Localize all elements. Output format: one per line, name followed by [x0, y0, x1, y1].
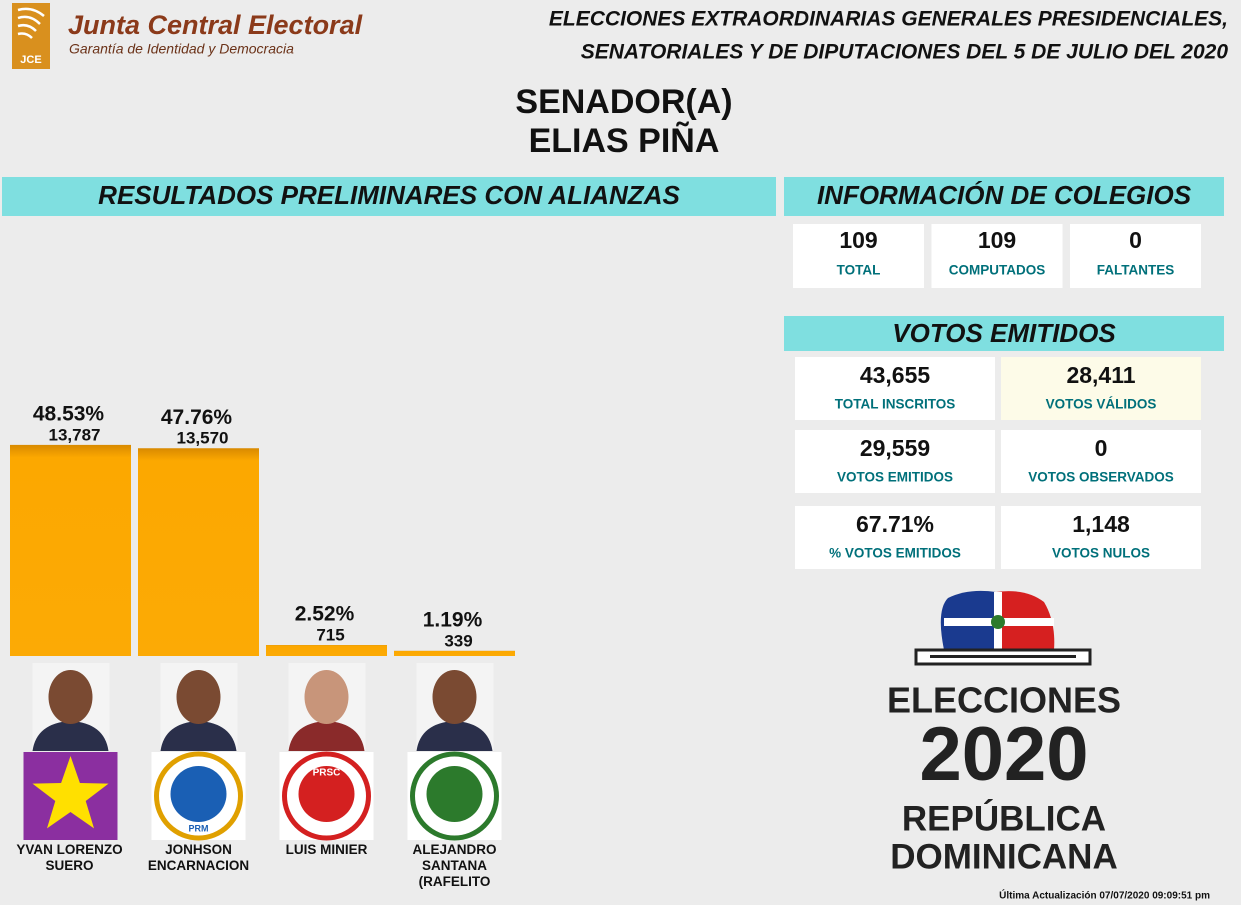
brand-year: 2020	[919, 712, 1088, 797]
info-value: 28,411	[1066, 362, 1135, 388]
info-label: % VOTOS EMITIDOS	[829, 546, 961, 561]
position: SENADOR(A)	[515, 83, 732, 121]
info-box	[1001, 430, 1201, 493]
info-label: TOTAL	[837, 263, 881, 278]
info-value: 0	[1095, 435, 1108, 461]
vote-label: 339	[444, 631, 472, 650]
event-title: ELECCIONES EXTRAORDINARIAS GENERALES PRE…	[549, 8, 1228, 31]
org-name: Junta Central Electoral	[68, 10, 363, 40]
info-box	[793, 224, 924, 288]
photo-body	[288, 721, 365, 751]
section-band	[784, 316, 1224, 351]
bar	[266, 645, 387, 656]
photo-head	[432, 670, 477, 724]
logo-core	[298, 766, 355, 822]
info-box	[1001, 357, 1201, 420]
candidate-photo	[32, 663, 110, 751]
info-box	[931, 224, 1063, 288]
logo-core	[170, 766, 227, 822]
brand-line: ELECCIONES	[887, 680, 1121, 721]
party-logo	[407, 751, 502, 841]
info-label: VOTOS OBSERVADOS	[1028, 470, 1174, 485]
info-value: 67.71%	[856, 511, 934, 537]
org-tagline: Garantía de Identidad y Democracia	[69, 41, 294, 57]
info-label: TOTAL INSCRITOS	[835, 397, 956, 412]
info-value: 1,148	[1072, 511, 1130, 537]
section-title: INFORMACIÓN DE COLEGIOS	[817, 180, 1192, 210]
logo-text: PRM	[189, 823, 209, 833]
info-label: VOTOS VÁLIDOS	[1046, 397, 1157, 412]
photo-body	[32, 721, 109, 751]
ballot-box-logo	[914, 590, 1092, 666]
vote-label: 715	[316, 626, 344, 645]
candidate-name: YVAN LORENZO SUERO	[16, 842, 123, 873]
candidate-name: LUIS MINIER	[285, 842, 368, 857]
bar	[138, 448, 259, 656]
logo-star	[32, 756, 109, 829]
province: ELIAS PIÑA	[529, 122, 720, 160]
percent-label: 47.76%	[161, 406, 233, 429]
info-label: FALTANTES	[1097, 263, 1175, 278]
bar	[394, 650, 515, 656]
logo-text: JCE	[20, 54, 41, 66]
info-box	[1070, 224, 1201, 288]
logo-core	[426, 766, 483, 822]
photo-body	[416, 721, 493, 751]
info-value: 0	[1129, 227, 1142, 253]
event-title: SENATORIALES Y DE DIPUTACIONES DEL 5 DE …	[581, 41, 1229, 64]
party-logo	[23, 752, 118, 840]
jce-logo: JCE	[12, 3, 50, 69]
candidate-photo	[288, 663, 366, 751]
info-label: VOTOS NULOS	[1052, 546, 1150, 561]
info-label: VOTOS EMITIDOS	[837, 470, 953, 485]
last-update: Última Actualización 07/07/2020 09:09:51…	[999, 889, 1210, 902]
photo-head	[48, 670, 93, 724]
info-label: COMPUTADOS	[949, 263, 1046, 278]
section-band	[784, 177, 1224, 216]
candidate-photo	[416, 663, 494, 751]
percent-label: 1.19%	[423, 608, 483, 631]
vote-label: 13,787	[49, 425, 101, 444]
percent-label: 2.52%	[295, 603, 355, 626]
info-value: 43,655	[860, 362, 931, 388]
info-value: 109	[839, 227, 877, 253]
photo-head	[304, 670, 349, 724]
info-value: 109	[978, 227, 1016, 253]
info-box	[795, 430, 995, 493]
info-box	[795, 506, 995, 569]
candidate-name: ALEJANDRO SANTANA (RAFELITO	[412, 842, 497, 889]
bar	[10, 444, 131, 656]
photo-body	[160, 721, 237, 751]
vote-label: 13,570	[177, 429, 229, 448]
info-box	[1001, 506, 1201, 569]
percent-label: 48.53%	[33, 402, 105, 425]
section-title: VOTOS EMITIDOS	[892, 318, 1116, 348]
chart-title: RESULTADOS PRELIMINARES CON ALIANZAS	[98, 180, 680, 210]
brand-line: REPÚBLICA	[902, 798, 1106, 838]
info-box	[795, 357, 995, 420]
info-value: 29,559	[860, 435, 930, 461]
candidate-name: JONHSON ENCARNACION	[147, 842, 250, 873]
photo-head	[176, 670, 221, 724]
section-band	[2, 177, 776, 216]
party-logo: PRM	[151, 751, 246, 841]
party-logo: PRSC	[279, 751, 374, 841]
brand-line: DOMINICANA	[890, 837, 1117, 876]
candidate-photo	[160, 663, 238, 751]
logo-text: PRSC	[313, 768, 341, 779]
